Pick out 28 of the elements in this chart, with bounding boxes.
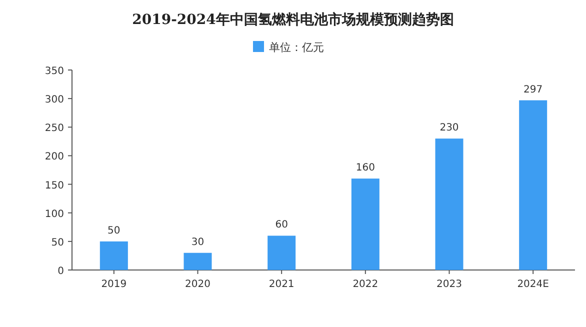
y-tick-label: 350	[44, 66, 64, 77]
x-tick-label: 2023	[436, 279, 462, 290]
data-label: 230	[440, 122, 459, 134]
x-tick-label: 2019	[101, 279, 127, 290]
data-label: 30	[191, 236, 204, 248]
x-tick-label: 2021	[268, 279, 294, 290]
bar	[184, 252, 212, 270]
bar	[519, 100, 548, 270]
bar	[268, 236, 296, 270]
y-tick-label: 150	[44, 180, 64, 192]
y-tick-label: 50	[51, 237, 64, 248]
data-label: 60	[275, 220, 288, 231]
y-tick-label: 300	[44, 94, 64, 106]
chart-title: 2019-2024年中国氢燃料电池市场规模预测趋势图	[132, 11, 454, 28]
x-tick-label: 2024E	[517, 279, 549, 290]
bar	[435, 138, 464, 270]
x-tick-label: 2022	[352, 279, 378, 290]
legend-label: 单位：亿元	[269, 41, 324, 54]
y-tick-label: 100	[44, 208, 64, 220]
x-tick-label: 2020	[185, 279, 210, 290]
bar	[351, 178, 380, 270]
data-label: 160	[356, 162, 375, 174]
bar	[100, 241, 128, 270]
y-tick-label: 250	[44, 123, 64, 134]
data-label: 297	[524, 84, 543, 96]
y-tick-label: 0	[58, 266, 64, 277]
data-label: 50	[108, 225, 120, 236]
y-tick-label: 200	[44, 152, 64, 163]
